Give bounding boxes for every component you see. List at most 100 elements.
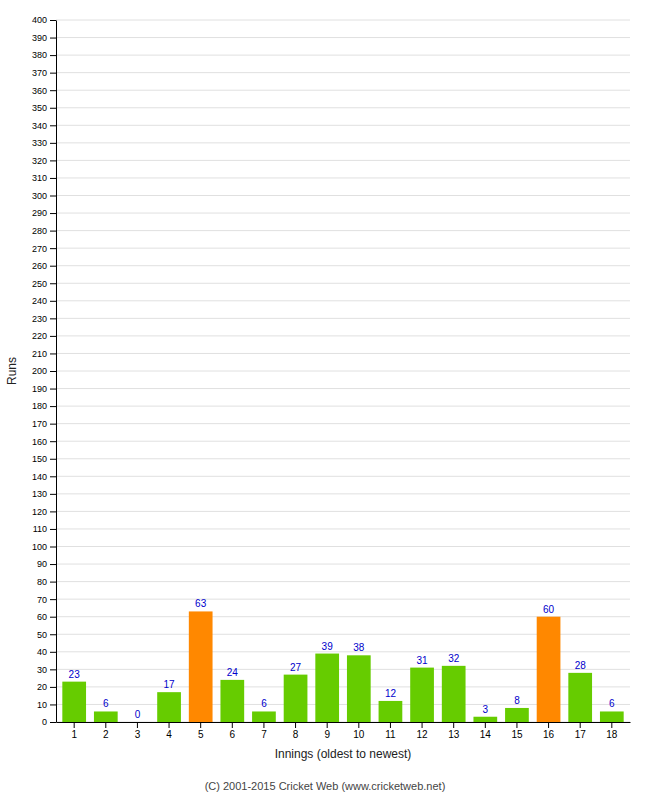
y-tick: 240 <box>32 296 56 306</box>
tick-label: 180 <box>32 401 47 411</box>
tick-mark <box>358 722 359 728</box>
tick-label: 210 <box>32 349 47 359</box>
tick-label: 250 <box>32 279 47 289</box>
tick-label: 11 <box>385 729 396 740</box>
tick-mark <box>453 722 454 728</box>
y-tick: 100 <box>32 542 56 552</box>
tick-label: 370 <box>32 68 47 78</box>
x-tick: 14 <box>480 722 492 740</box>
y-tick: 60 <box>37 612 56 622</box>
bar <box>473 717 497 722</box>
tick-label: 300 <box>32 191 47 201</box>
x-tick: 6 <box>230 722 236 740</box>
grid-line <box>56 107 630 108</box>
tick-mark <box>50 652 56 653</box>
tick-mark <box>50 55 56 56</box>
tick-mark <box>50 301 56 302</box>
y-tick: 50 <box>37 630 56 640</box>
bar <box>537 617 561 722</box>
data-label: 17 <box>163 679 175 690</box>
bar <box>94 711 118 722</box>
tick-label: 5 <box>198 729 204 740</box>
tick-label: 340 <box>32 121 47 131</box>
tick-mark <box>50 283 56 284</box>
tick-mark <box>50 687 56 688</box>
tick-mark <box>50 476 56 477</box>
y-tick: 370 <box>32 68 56 78</box>
y-tick: 390 <box>32 33 56 43</box>
y-tick: 10 <box>37 700 56 710</box>
tick-mark <box>50 108 56 109</box>
grid-line <box>56 528 630 529</box>
tick-label: 240 <box>32 296 47 306</box>
tick-label: 130 <box>32 489 47 499</box>
grid-line <box>56 265 630 266</box>
y-tick: 220 <box>32 331 56 341</box>
grid-line <box>56 406 630 407</box>
tick-mark <box>50 441 56 442</box>
x-tick: 10 <box>353 722 365 740</box>
bar <box>315 654 339 722</box>
y-tick: 200 <box>32 366 56 376</box>
tick-mark <box>200 722 201 728</box>
grid-line <box>56 248 630 249</box>
plot: 1234567891011121314151617180102030405060… <box>32 15 631 740</box>
grid-line <box>56 581 630 582</box>
grid-line <box>56 318 630 319</box>
tick-mark <box>50 38 56 39</box>
tick-mark <box>485 722 486 728</box>
tick-mark <box>50 371 56 372</box>
y-tick: 230 <box>32 314 56 324</box>
tick-label: 330 <box>32 138 47 148</box>
tick-label: 3 <box>135 729 141 740</box>
tick-label: 18 <box>606 729 618 740</box>
data-label: 12 <box>385 688 397 699</box>
tick-label: 70 <box>37 595 47 605</box>
data-labels: 236017632462739381231323860286 <box>69 598 615 720</box>
tick-mark <box>50 248 56 249</box>
tick-label: 100 <box>32 542 47 552</box>
tick-mark <box>327 722 328 728</box>
y-tick: 0 <box>42 717 56 727</box>
tick-label: 270 <box>32 244 47 254</box>
tick-label: 10 <box>353 729 365 740</box>
tick-mark <box>50 634 56 635</box>
tick-mark <box>50 20 56 21</box>
y-tick: 110 <box>33 524 56 534</box>
tick-mark <box>50 336 56 337</box>
y-axis-title: Runs <box>5 357 19 385</box>
tick-label: 8 <box>293 729 299 740</box>
grid-line <box>56 55 630 56</box>
bar <box>347 655 371 722</box>
bar <box>252 711 276 722</box>
x-tick: 1 <box>71 722 77 740</box>
y-tick: 130 <box>32 489 56 499</box>
tick-mark <box>295 722 296 728</box>
grid-line <box>56 20 630 21</box>
bar <box>189 611 213 722</box>
x-tick: 8 <box>293 722 299 740</box>
axis-line <box>56 21 57 723</box>
grid-line <box>56 160 630 161</box>
axis-line <box>57 722 631 723</box>
tick-label: 12 <box>417 729 429 740</box>
tick-mark <box>50 511 56 512</box>
tick-mark <box>50 196 56 197</box>
data-label: 6 <box>609 698 615 709</box>
data-label: 6 <box>261 698 267 709</box>
tick-mark <box>50 582 56 583</box>
data-label: 39 <box>322 641 334 652</box>
data-label: 3 <box>483 704 489 715</box>
grid-line <box>56 300 630 301</box>
x-tick: 13 <box>448 722 460 740</box>
data-label: 60 <box>543 604 555 615</box>
y-tick: 270 <box>32 244 56 254</box>
y-tick: 330 <box>32 138 56 148</box>
tick-mark <box>50 125 56 126</box>
tick-mark <box>169 722 170 728</box>
grid-line <box>56 458 630 459</box>
chart: 1234567891011121314151617180102030405060… <box>0 0 650 800</box>
tick-mark <box>50 353 56 354</box>
data-label: 28 <box>575 660 587 671</box>
tick-label: 30 <box>37 665 47 675</box>
